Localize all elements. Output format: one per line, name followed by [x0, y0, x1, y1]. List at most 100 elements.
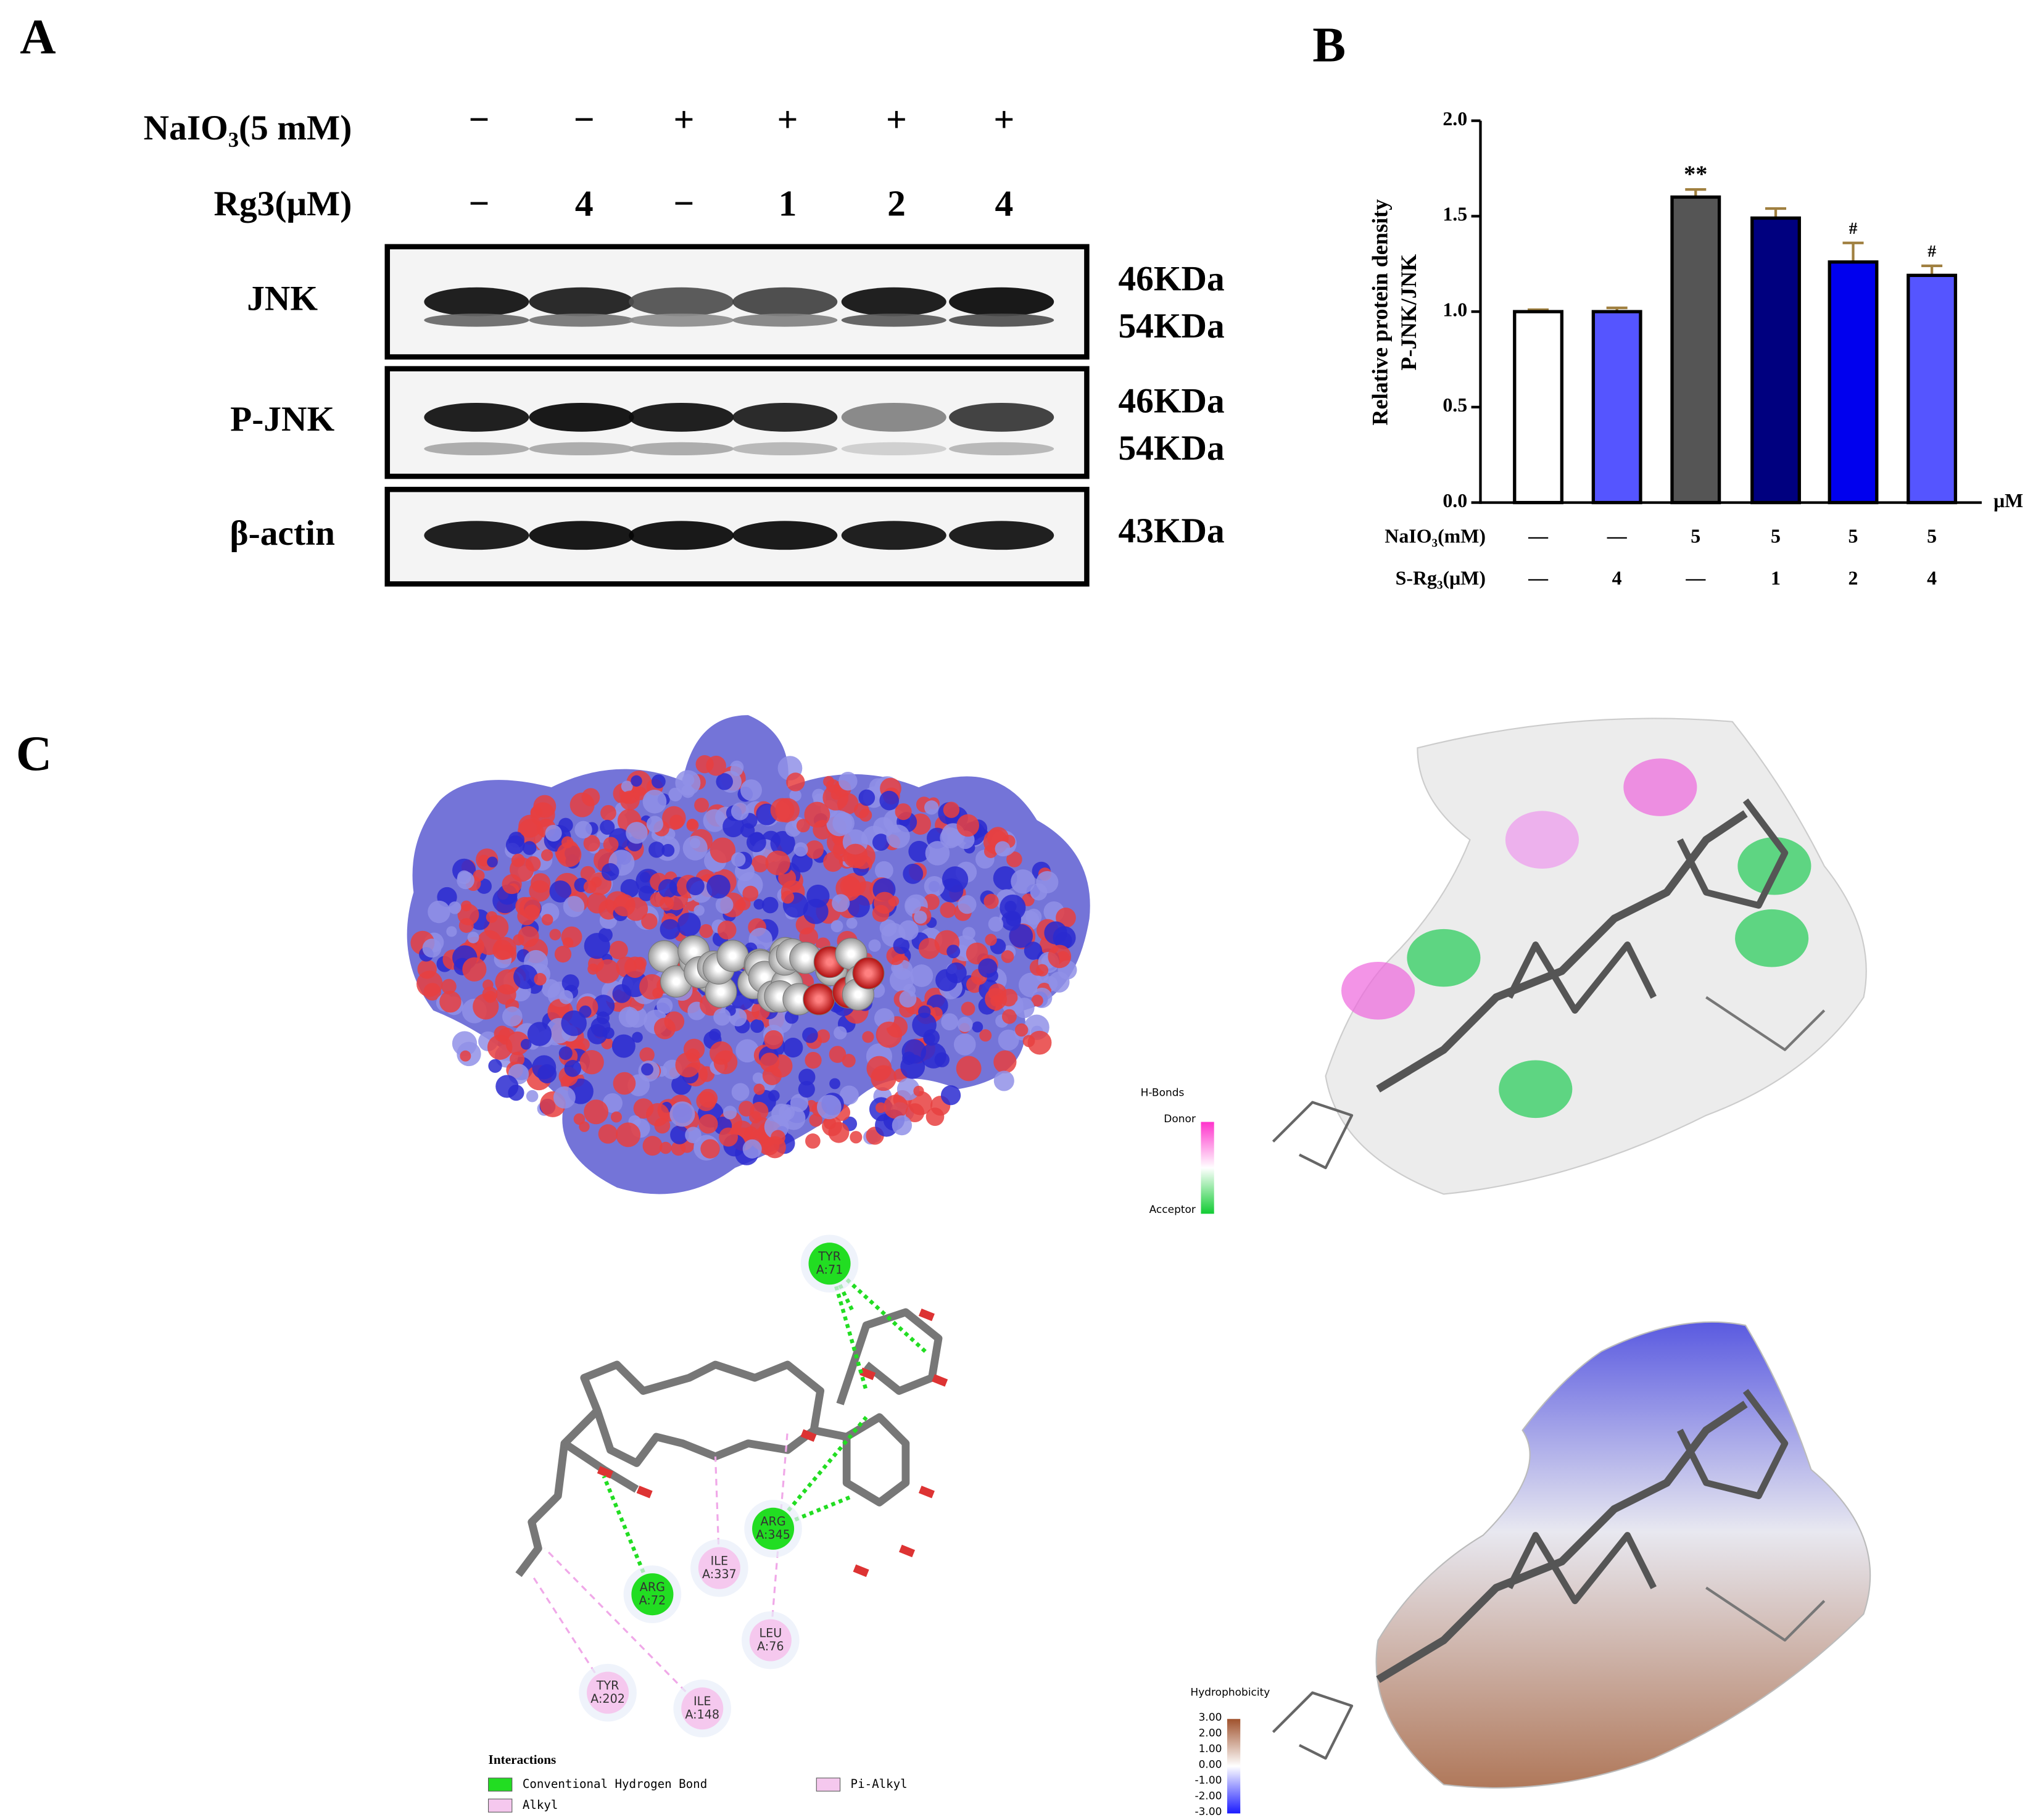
ligand-stick: [1705, 1586, 1826, 1642]
lane-label: 2: [887, 183, 906, 224]
surface-atom: [534, 973, 547, 986]
surface-atom: [764, 1030, 784, 1049]
color-bar: [1227, 1719, 1241, 1814]
ligand-stick: [932, 1374, 948, 1387]
bar: [1750, 216, 1801, 505]
blot-band: [841, 402, 946, 432]
surface-atom: [502, 1006, 523, 1027]
ligand-stick: [918, 1308, 935, 1322]
surface-atom: [940, 902, 956, 918]
ligand-stick: [1677, 798, 1789, 909]
surface-atom: [914, 911, 927, 924]
surface-atom: [561, 1010, 587, 1036]
surface-atom: [879, 790, 900, 811]
legend-tick-label: 0.00: [1199, 1759, 1222, 1771]
surface-atom: [709, 1041, 733, 1065]
surface-atom: [537, 1064, 557, 1083]
surface-atom: [1021, 893, 1035, 906]
surface-atom: [743, 1126, 758, 1140]
surface-atom: [583, 835, 600, 852]
molecular-weight: 54KDa: [1118, 307, 1224, 345]
surface-atom: [719, 1127, 739, 1147]
blot-band: [529, 442, 634, 456]
surface-atom: [859, 808, 872, 822]
surface-atom: [1006, 851, 1022, 867]
surface-atom: [562, 937, 574, 948]
surface-atom: [822, 1115, 842, 1136]
residue-label: ILE: [693, 1694, 711, 1708]
blot-row-label: β-actin: [230, 514, 335, 553]
surface-atom: [579, 1005, 592, 1018]
surface-atom: [905, 898, 921, 914]
surface-atom: [693, 904, 705, 916]
residue-label: TYR: [818, 1249, 841, 1264]
blot-band: [424, 402, 529, 432]
surface-atom: [910, 964, 934, 987]
blot-band: [841, 442, 946, 456]
interaction-line: [827, 1263, 869, 1392]
surface-atom: [584, 1099, 609, 1125]
surface-atom: [703, 809, 726, 832]
residue-node: [698, 1547, 740, 1589]
surface-atom: [671, 1141, 686, 1156]
lane-label: 1: [779, 183, 797, 224]
molecular-weight: 43KDa: [1118, 511, 1224, 550]
surface-atom: [558, 1046, 573, 1061]
surface-atom: [687, 819, 698, 830]
surface-atom: [908, 840, 930, 862]
ligand-stick: [1506, 941, 1657, 1014]
surface-atom: [1031, 995, 1043, 1007]
surface-atom: [556, 842, 582, 867]
panel-label: C: [16, 726, 52, 781]
molecular-weight: 46KDa: [1118, 259, 1224, 298]
surface-atom: [817, 1094, 842, 1120]
surface-atom: [874, 861, 893, 880]
surface-atom: [611, 1034, 635, 1058]
residue-label: ARG: [640, 1580, 665, 1594]
surface-atom: [709, 1028, 721, 1041]
surface-atom: [940, 827, 961, 849]
surface-atom: [956, 1056, 982, 1082]
condition-value: —: [1528, 525, 1549, 547]
legend-title: Interactions: [489, 1752, 557, 1767]
color-bar: [1201, 1122, 1214, 1214]
surface-atom: [518, 925, 539, 948]
surface-atom: [988, 916, 1004, 932]
surface-atom: [1014, 998, 1035, 1019]
surface-atom: [735, 1039, 760, 1063]
western-blot: NaIO₃(5 mM) − − + + + + Rg3(μM) − 4 − 1 2 4 JNK 46KDa 54…: [144, 99, 1225, 587]
surface-atom: [799, 927, 819, 946]
lane-label: −: [574, 99, 595, 140]
surface-atom: [609, 940, 628, 960]
residue-label: TYR: [596, 1679, 619, 1693]
surface-atom: [698, 1088, 718, 1108]
surface-atom: [771, 1130, 785, 1145]
ligand-stick: [800, 1429, 817, 1442]
surface-atom: [428, 900, 450, 924]
y-tick-label: 1.5: [1443, 204, 1467, 225]
interaction-line: [772, 1494, 855, 1531]
surface-atom: [895, 803, 912, 821]
blot-band: [949, 442, 1054, 456]
surface-atom: [715, 896, 734, 914]
surface-atom: [559, 990, 573, 1004]
surface-atom: [750, 1019, 764, 1033]
condition-value: 4: [1927, 567, 1937, 589]
condition-value: 2: [1848, 567, 1858, 589]
surface-atom: [805, 1133, 821, 1149]
surface-atom: [458, 918, 474, 933]
bar: [1513, 310, 1564, 505]
bar: [1670, 195, 1721, 505]
surface-atom: [822, 784, 849, 811]
surface-atom: [478, 854, 490, 867]
blot-band: [529, 287, 634, 316]
blot-band: [529, 521, 634, 550]
surface-atom: [653, 1017, 676, 1040]
surface-atom: [993, 1070, 1014, 1091]
surface-atom: [416, 970, 443, 997]
surface-atom: [675, 770, 701, 796]
surface-atom: [648, 842, 665, 858]
surface-atom: [473, 869, 485, 882]
surface-atom: [775, 798, 800, 823]
unit-label: μM: [1993, 490, 2023, 511]
